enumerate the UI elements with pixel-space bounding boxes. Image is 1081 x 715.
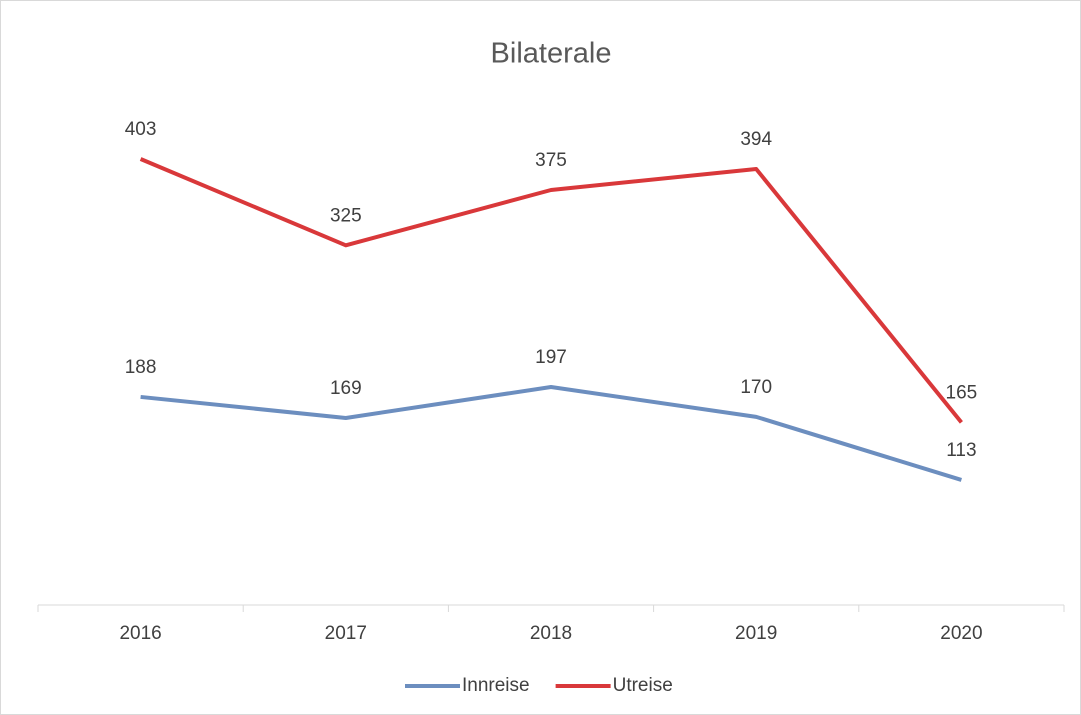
x-tick-label: 2018	[530, 623, 572, 644]
chart-title: Bilaterale	[491, 38, 612, 70]
legend-label: Innreise	[462, 675, 530, 696]
x-tick-label: 2016	[119, 623, 161, 644]
data-label: 325	[330, 205, 362, 226]
data-label: 197	[535, 347, 567, 368]
legend-label: Utreise	[613, 675, 673, 696]
data-label: 170	[740, 377, 772, 398]
x-tick-label: 2020	[940, 623, 982, 644]
data-label: 188	[125, 357, 157, 378]
x-tick-label: 2019	[735, 623, 777, 644]
series-line	[139, 157, 963, 424]
series-line	[140, 384, 962, 482]
data-label: 165	[946, 382, 978, 403]
data-label: 403	[125, 119, 157, 140]
x-tick-label: 2017	[325, 623, 367, 644]
data-label: 394	[740, 129, 772, 150]
data-label: 169	[330, 378, 362, 399]
data-label: 113	[946, 440, 976, 461]
data-label: 375	[535, 150, 567, 171]
